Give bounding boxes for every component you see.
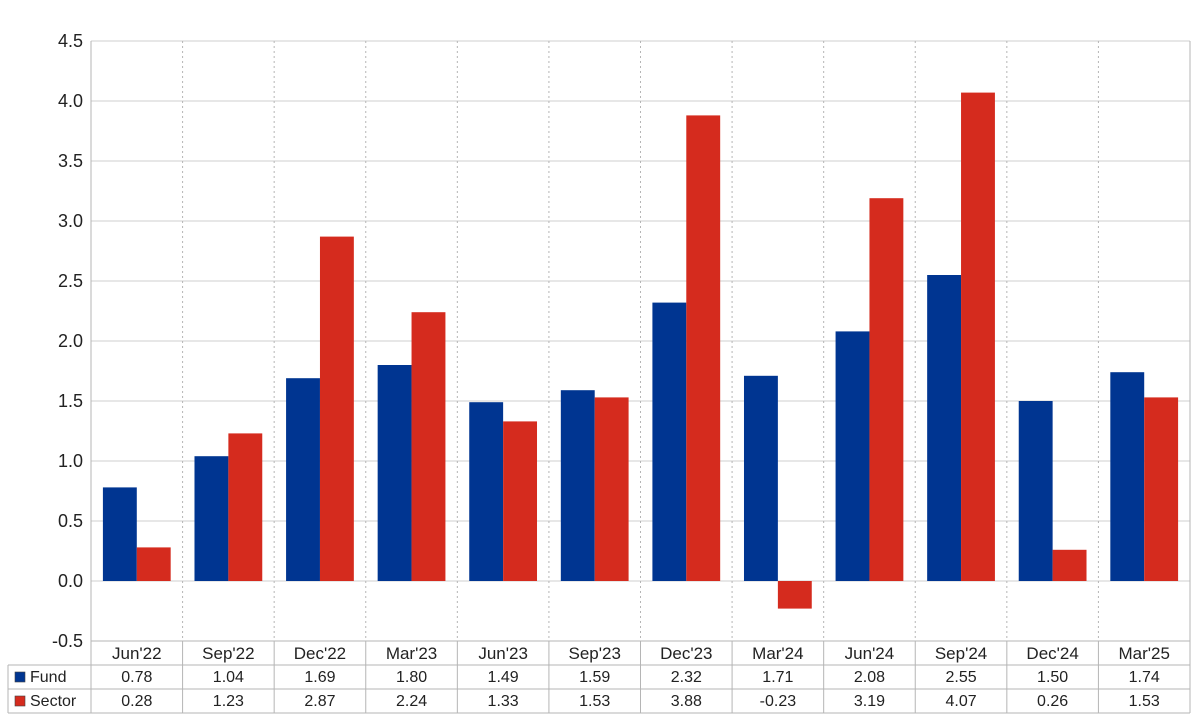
y-tick-label: 2.0 [58, 331, 83, 351]
x-category-label: Sep'22 [202, 644, 254, 663]
data-table-value: 1.33 [488, 693, 519, 710]
bar-fund [1018, 401, 1053, 581]
data-table-value: 0.28 [121, 693, 152, 710]
legend-label-fund: Fund [30, 669, 66, 686]
x-category-label: Jun'22 [112, 644, 162, 663]
y-tick-label: 1.0 [58, 451, 83, 471]
data-table-value: 1.49 [488, 669, 519, 686]
y-tick-label: 4.5 [58, 31, 83, 51]
x-category-label: Mar'25 [1118, 644, 1169, 663]
data-table-value: 1.69 [304, 669, 335, 686]
bar-sector [319, 236, 354, 581]
data-table-value: 1.74 [1129, 669, 1160, 686]
y-tick-label: 3.0 [58, 211, 83, 231]
bar-fund [286, 378, 320, 581]
x-category-label: Dec'22 [294, 644, 346, 663]
data-table-value: 1.50 [1037, 669, 1068, 686]
y-tick-label: -0.5 [52, 631, 83, 651]
bar-fund [927, 275, 962, 581]
bar-sector [1144, 397, 1179, 581]
grid-layer [90, 40, 1191, 642]
x-category-label: Jun'24 [845, 644, 895, 663]
y-tick-label: 2.5 [58, 271, 83, 291]
data-table-value: 2.24 [396, 693, 427, 710]
bar-fund [194, 456, 229, 581]
bar-fund [102, 487, 137, 581]
data-table-value: 4.07 [945, 693, 976, 710]
bar-sector [961, 92, 995, 581]
axis-layer: -0.5 0.0 0.5 1.0 1.5 2.0 2.5 3.0 3.5 4.0 4.5 [52, 31, 83, 651]
bar-sector [136, 547, 171, 581]
bar-fund [1110, 372, 1145, 581]
bar-sector [503, 421, 538, 581]
x-category-label: Mar'23 [386, 644, 437, 663]
data-table-value: 1.53 [579, 693, 610, 710]
data-table-value: 2.32 [671, 669, 702, 686]
bar-sector [777, 581, 812, 609]
bar-sector [411, 312, 446, 581]
data-table-value: 1.53 [1129, 693, 1160, 710]
x-category-label: Dec'24 [1026, 644, 1078, 663]
legend-label-sector: Sector [30, 693, 77, 710]
y-tick-label: 1.5 [58, 391, 83, 411]
x-category-label: Mar'24 [752, 644, 803, 663]
legend-swatch-fund [14, 671, 26, 683]
bar-fund [835, 331, 870, 581]
data-table-value: 1.80 [396, 669, 427, 686]
bar-fund [469, 402, 504, 581]
y-tick-label: 4.0 [58, 91, 83, 111]
x-category-label: Sep'24 [935, 644, 987, 663]
data-table-value: 1.71 [762, 669, 793, 686]
data-table-value: 3.19 [854, 693, 885, 710]
x-category-label: Sep'23 [569, 644, 621, 663]
data-table-value: 1.04 [213, 669, 244, 686]
x-category-label: Jun'23 [478, 644, 528, 663]
y-tick-label: 0.5 [58, 511, 83, 531]
bar-sector [228, 433, 263, 581]
bar-fund [560, 390, 595, 581]
data-table-value: 2.55 [945, 669, 976, 686]
y-tick-label: 3.5 [58, 151, 83, 171]
bar-sector [869, 198, 904, 581]
bar-fund [377, 365, 412, 581]
bar-sector [686, 115, 721, 582]
data-table-value: 2.08 [854, 669, 885, 686]
bar-fund [743, 375, 778, 581]
legend-swatch-sector [14, 695, 26, 707]
x-category-label: Dec'23 [660, 644, 712, 663]
data-table-value: 0.26 [1037, 693, 1068, 710]
data-table-value: 1.59 [579, 669, 610, 686]
data-table-value: 3.88 [671, 693, 702, 710]
bar-layer [102, 92, 1179, 609]
data-table: Jun'22 Sep'22 Dec'22 Mar'23 Jun'23 Sep'23 Dec'… [7, 640, 1191, 714]
bar-fund [652, 302, 687, 581]
data-table-value: 0.78 [121, 669, 152, 686]
bar-sector [1052, 549, 1087, 581]
data-table-value: -0.23 [760, 693, 797, 710]
data-table-value: 1.23 [213, 693, 244, 710]
data-table-value: 2.87 [304, 693, 335, 710]
y-tick-label: 0.0 [58, 571, 83, 591]
bar-sector [594, 397, 629, 581]
